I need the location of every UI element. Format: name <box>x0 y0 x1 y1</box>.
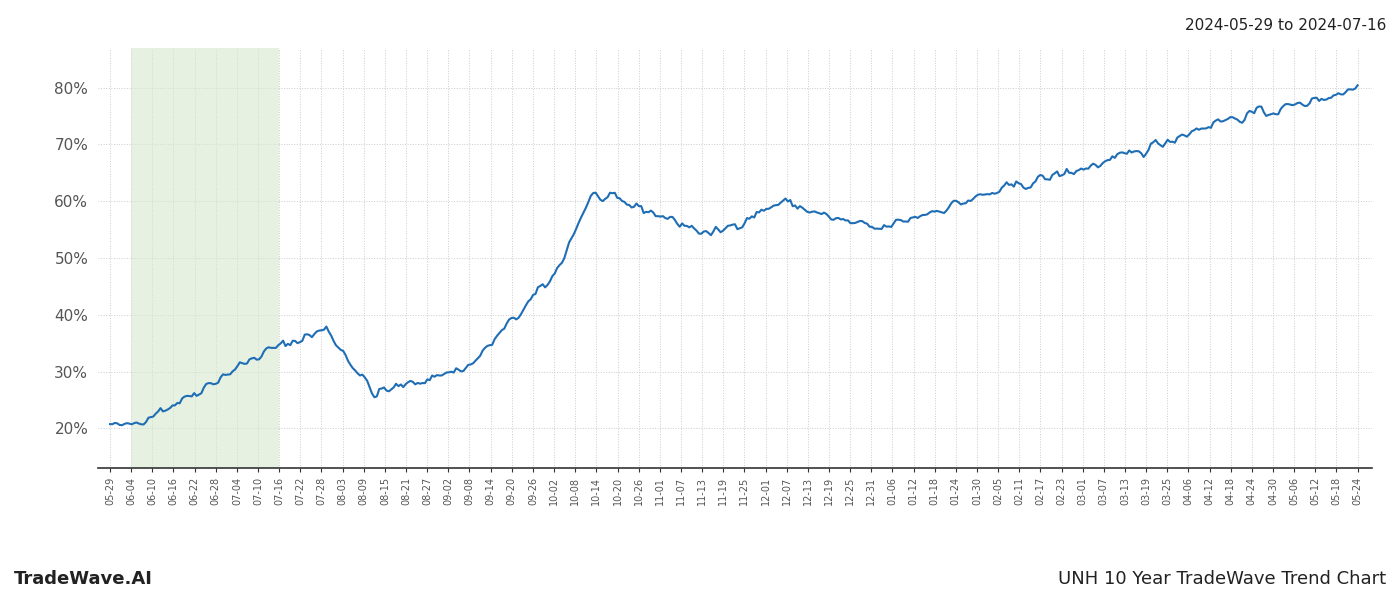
Text: TradeWave.AI: TradeWave.AI <box>14 570 153 588</box>
Text: 2024-05-29 to 2024-07-16: 2024-05-29 to 2024-07-16 <box>1184 18 1386 33</box>
Text: UNH 10 Year TradeWave Trend Chart: UNH 10 Year TradeWave Trend Chart <box>1058 570 1386 588</box>
Bar <box>132 48 279 468</box>
